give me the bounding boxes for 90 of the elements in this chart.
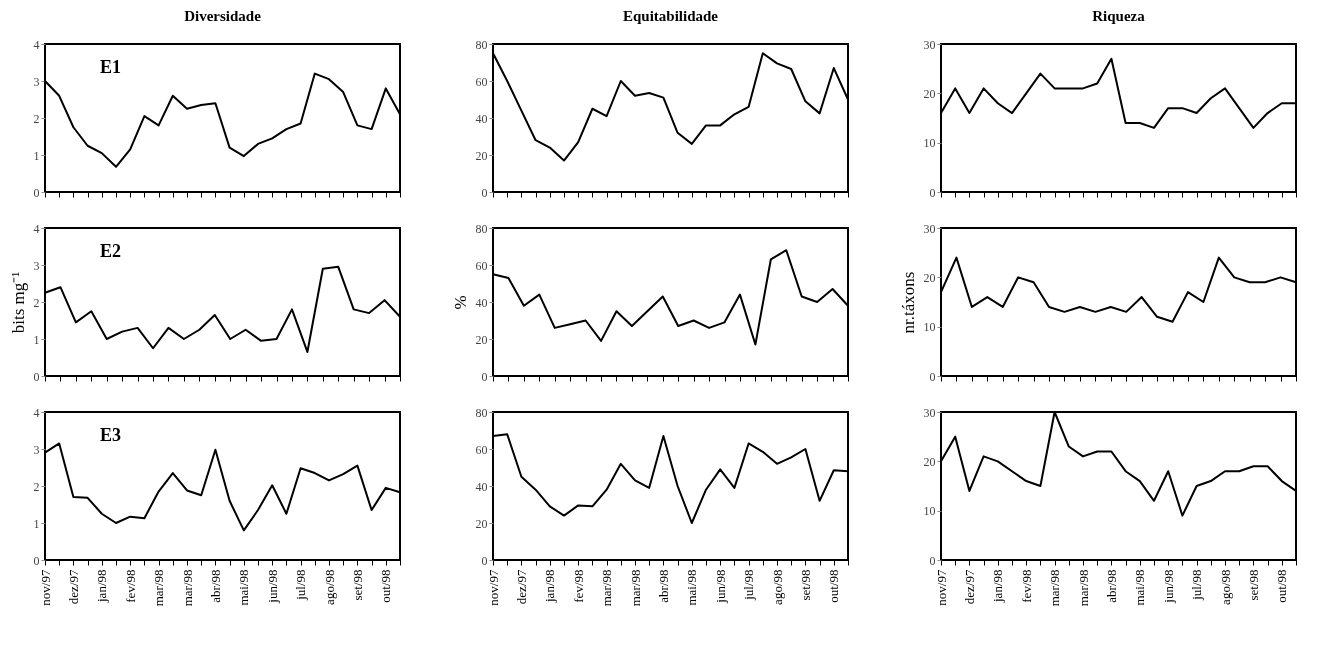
x-tick-label: jun/98 bbox=[712, 569, 728, 604]
y-tick-label: 1 bbox=[33, 516, 40, 531]
x-tick-label: out/98 bbox=[378, 569, 394, 603]
x-tick-label: mar/98 bbox=[179, 569, 195, 607]
y-axis-title: nr.táxons bbox=[898, 271, 918, 334]
y-tick-label: 60 bbox=[475, 258, 488, 273]
x-tick-label: jul/98 bbox=[1189, 569, 1205, 601]
y-tick-label: 1 bbox=[33, 148, 40, 163]
y-tick-label: 20 bbox=[923, 270, 936, 285]
y-tick-label: 0 bbox=[481, 185, 488, 200]
y-tick-label: 80 bbox=[475, 405, 488, 420]
y-tick-label: 30 bbox=[923, 37, 936, 52]
x-tick-label: dez/97 bbox=[513, 569, 529, 605]
y-tick-label: 10 bbox=[923, 504, 936, 519]
x-tick-label: mai/98 bbox=[1132, 569, 1148, 606]
x-tick-label: mar/98 bbox=[599, 569, 615, 607]
x-tick-label: ago/98 bbox=[769, 569, 785, 605]
x-tick-label: jun/98 bbox=[1160, 569, 1176, 604]
y-tick-label: 0 bbox=[929, 553, 936, 568]
y-tick-label: 40 bbox=[475, 479, 488, 494]
x-tick-label: abr/98 bbox=[1103, 569, 1119, 603]
x-tick-label: out/98 bbox=[826, 569, 842, 603]
x-tick-label: mar/98 bbox=[151, 569, 167, 607]
y-tick-label: 30 bbox=[923, 405, 936, 420]
x-tick-label: mar/98 bbox=[1075, 569, 1091, 607]
x-tick-label: abr/98 bbox=[207, 569, 223, 603]
x-tick-label: mai/98 bbox=[684, 569, 700, 606]
y-tick-label: 3 bbox=[33, 442, 40, 457]
y-tick-label: 0 bbox=[481, 369, 488, 384]
y-tick-label: 3 bbox=[33, 258, 40, 273]
y-tick-label: 4 bbox=[33, 405, 40, 420]
annotation: E1 bbox=[100, 57, 122, 77]
y-tick-label: 20 bbox=[923, 454, 936, 469]
annotation: E2 bbox=[100, 241, 122, 261]
y-tick-label: 2 bbox=[33, 479, 40, 494]
x-tick-label: dez/97 bbox=[65, 569, 81, 605]
chart-title: Diversidade bbox=[184, 8, 262, 24]
x-tick-label: jan/98 bbox=[542, 569, 558, 603]
x-tick-label: fev/98 bbox=[1018, 569, 1034, 603]
x-tick-label: nov/97 bbox=[37, 569, 53, 606]
y-tick-label: 2 bbox=[33, 111, 40, 126]
chart-title: Riqueza bbox=[1092, 8, 1146, 24]
y-tick-label: 10 bbox=[923, 136, 936, 151]
annotation: E3 bbox=[100, 425, 122, 445]
y-tick-label: 0 bbox=[929, 185, 936, 200]
y-tick-label: 0 bbox=[481, 553, 488, 568]
x-tick-label: jul/98 bbox=[741, 569, 757, 601]
y-tick-label: 60 bbox=[475, 74, 488, 89]
x-tick-label: mar/98 bbox=[627, 569, 643, 607]
y-tick-label: 20 bbox=[475, 332, 488, 347]
y-tick-label: 30 bbox=[923, 221, 936, 236]
x-tick-label: set/98 bbox=[349, 569, 365, 601]
x-tick-label: out/98 bbox=[1274, 569, 1290, 603]
x-tick-label: jun/98 bbox=[264, 569, 280, 604]
chart-title: Equitabilidade bbox=[622, 8, 719, 24]
y-tick-label: 3 bbox=[33, 74, 40, 89]
x-tick-label: ago/98 bbox=[1217, 569, 1233, 605]
y-tick-label: 2 bbox=[33, 295, 40, 310]
x-tick-label: abr/98 bbox=[655, 569, 671, 603]
y-tick-label: 20 bbox=[475, 148, 488, 163]
y-tick-label: 80 bbox=[475, 221, 488, 236]
x-tick-label: mar/98 bbox=[1047, 569, 1063, 607]
y-tick-label: 20 bbox=[923, 86, 936, 101]
x-tick-label: mai/98 bbox=[236, 569, 252, 606]
x-tick-label: jul/98 bbox=[293, 569, 309, 601]
y-tick-label: 40 bbox=[475, 295, 488, 310]
y-tick-label: 0 bbox=[33, 185, 40, 200]
x-tick-label: set/98 bbox=[1245, 569, 1261, 601]
x-tick-label: fev/98 bbox=[570, 569, 586, 603]
y-tick-label: 0 bbox=[33, 369, 40, 384]
y-tick-label: 4 bbox=[33, 37, 40, 52]
x-tick-label: jan/98 bbox=[990, 569, 1006, 603]
x-tick-label: ago/98 bbox=[321, 569, 337, 605]
x-tick-label: fev/98 bbox=[122, 569, 138, 603]
y-tick-label: 4 bbox=[33, 221, 40, 236]
y-tick-label: 10 bbox=[923, 320, 936, 335]
x-tick-label: nov/97 bbox=[933, 569, 949, 606]
y-tick-label: 20 bbox=[475, 516, 488, 531]
x-tick-label: jan/98 bbox=[94, 569, 110, 603]
y-tick-label: 1 bbox=[33, 332, 40, 347]
x-tick-label: nov/97 bbox=[485, 569, 501, 606]
y-tick-label: 80 bbox=[475, 37, 488, 52]
y-tick-label: 60 bbox=[475, 442, 488, 457]
y-tick-label: 0 bbox=[929, 369, 936, 384]
x-tick-label: dez/97 bbox=[961, 569, 977, 605]
y-axis-title: % bbox=[450, 295, 470, 310]
y-tick-label: 0 bbox=[33, 553, 40, 568]
x-tick-label: set/98 bbox=[797, 569, 813, 601]
y-tick-label: 40 bbox=[475, 111, 488, 126]
y-axis-title: bits mg⁻¹ bbox=[8, 271, 28, 334]
